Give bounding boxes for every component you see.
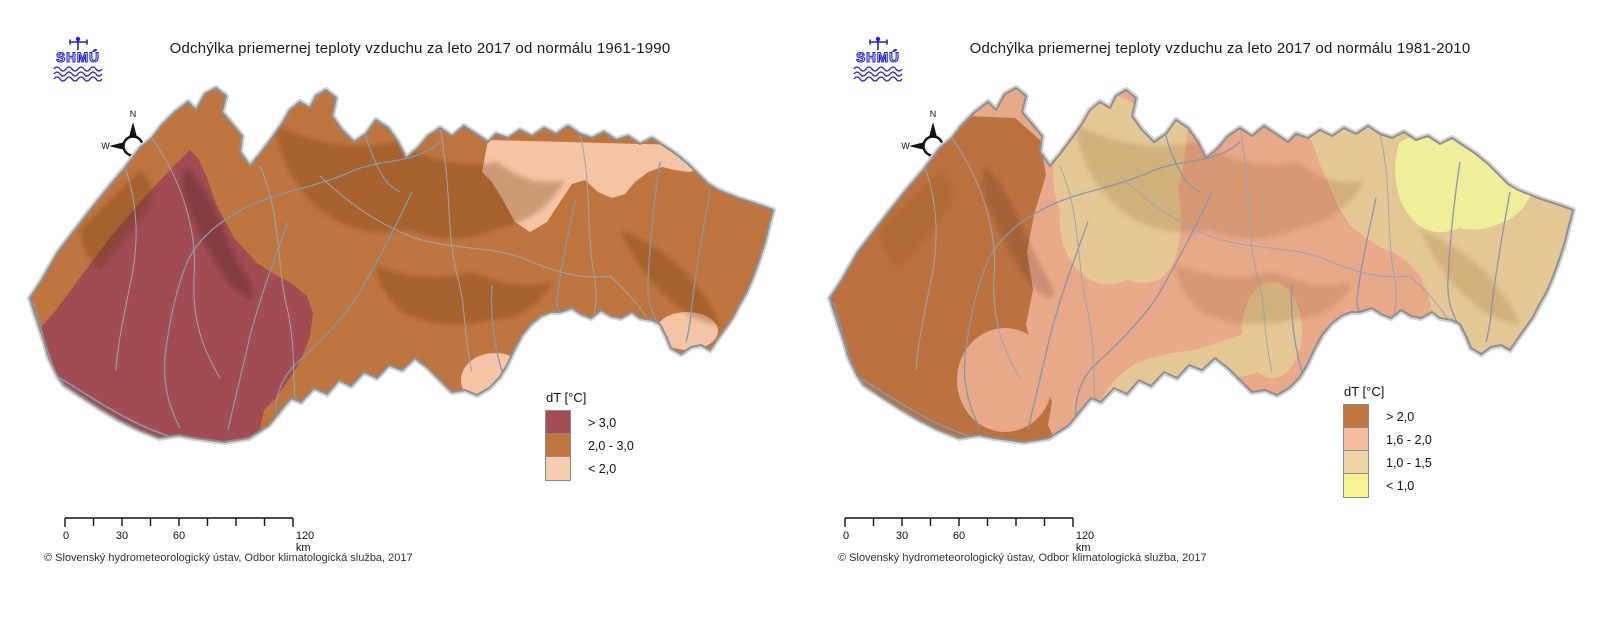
region-below-2-southeast — [656, 312, 718, 350]
scale-bar-ticks — [844, 517, 1074, 527]
region-above-2 — [830, 110, 1056, 442]
legend-item: 1,0 - 1,5 — [1344, 451, 1432, 474]
legend-swatch — [1344, 451, 1368, 474]
scale-label: 30 — [115, 530, 129, 542]
region-1-0-1-5-south-strip — [1102, 323, 1281, 398]
scale-label: 30 — [895, 530, 909, 542]
legend-item: > 3,0 — [546, 411, 616, 434]
scale-label: 120 km — [1075, 530, 1095, 554]
relief-shading — [880, 125, 1520, 325]
scale-label: 60 — [952, 530, 966, 542]
copyright-text: © Slovenský hydrometeorologický ústav, O… — [838, 552, 1207, 564]
scale-label: 60 — [172, 530, 186, 542]
legend-swatch — [546, 411, 570, 434]
legend-label: < 1,0 — [1386, 478, 1415, 493]
legend-label: 2,0 - 3,0 — [588, 438, 634, 453]
copyright-text: © Slovenský hydrometeorologický ústav, O… — [44, 552, 413, 564]
legend-label: > 3,0 — [588, 415, 617, 430]
legend-swatch — [1344, 428, 1368, 451]
map-panel-1961-1990: SHMÚ Odchýlka priemernej teploty vzduchu… — [0, 36, 800, 564]
logo-waves — [853, 66, 903, 82]
region-below-2-north — [482, 140, 724, 232]
slovakia-map-1961-1990 — [20, 80, 800, 540]
legend-title: dT [°C] — [1344, 384, 1385, 399]
anemometer-icon — [69, 36, 88, 50]
svg-text:N: N — [930, 109, 937, 119]
region-above-3 — [30, 150, 313, 442]
scale-label: 120 km — [295, 530, 315, 554]
logo-text: SHMÚ — [856, 50, 900, 65]
legend-item: 1,6 - 2,0 — [1344, 428, 1432, 451]
scale-bar: 0 30 60 120 km — [62, 516, 314, 554]
mountain-ridge-shading — [982, 166, 1054, 298]
legend-swatch — [546, 434, 570, 457]
legend-swatch — [546, 457, 570, 480]
slovakia-map-1981-2010 — [820, 80, 1600, 540]
svg-text:W: W — [901, 141, 910, 151]
page-title: Odchýlka priemernej teploty vzduchu za l… — [169, 40, 671, 57]
mountain-ridge-shading — [182, 166, 254, 298]
svg-text:N: N — [130, 109, 137, 119]
legend-swatch — [1344, 405, 1368, 428]
region-1-6-2-0-southwest — [957, 328, 1053, 432]
legend-title: dT [°C] — [546, 390, 587, 405]
map-panel-1981-2010: SHMÚ Odchýlka priemernej teploty vzduchu… — [800, 0, 1600, 619]
logo-waves — [53, 66, 103, 82]
legend: dT [°C] > 2,0 1,6 - 2,0 1,0 - 1,5 < 1,0 — [1343, 384, 1432, 498]
legend-label: < 2,0 — [588, 461, 617, 476]
svg-text:W: W — [101, 141, 110, 151]
legend-item: < 1,0 — [1344, 474, 1414, 497]
anemometer-icon — [869, 36, 888, 50]
logo-text: SHMÚ — [56, 50, 100, 65]
legend-label: 1,6 - 2,0 — [1386, 432, 1432, 447]
legend: dT [°C] > 3,0 2,0 - 3,0 < 2,0 — [545, 390, 634, 481]
scale-bar-ticks — [64, 517, 294, 527]
legend-swatch — [1344, 474, 1368, 497]
basin-boundaries — [115, 127, 653, 411]
legend-label: 1,0 - 1,5 — [1386, 455, 1432, 470]
shmu-logo: SHMÚ — [53, 36, 103, 82]
shmu-logo: SHMÚ — [853, 36, 903, 82]
region-below-2-south — [461, 353, 529, 407]
legend-item: < 2,0 — [546, 457, 616, 480]
legend-label: > 2,0 — [1386, 409, 1415, 424]
scale-bar: 0 30 60 120 km — [842, 516, 1094, 554]
relief-shading — [80, 125, 720, 325]
legend-item: 2,0 - 3,0 — [546, 434, 634, 457]
page-title: Odchýlka priemernej teploty vzduchu za l… — [969, 40, 1471, 57]
scale-label: 0 — [62, 530, 70, 542]
scale-label: 0 — [842, 530, 850, 542]
legend-item: > 2,0 — [1344, 405, 1414, 428]
